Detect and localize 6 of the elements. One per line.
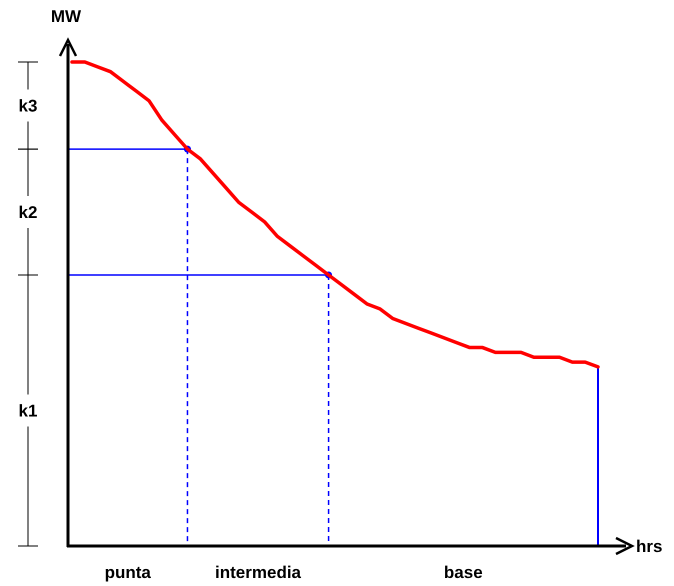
text: base xyxy=(444,562,483,582)
y-axis-title: MW xyxy=(50,7,82,26)
text: punta xyxy=(104,562,152,582)
x-axis-title: hrs xyxy=(636,536,662,556)
span-brackets: k3 k2 k1 xyxy=(18,62,38,546)
text: intermedia xyxy=(215,562,302,582)
